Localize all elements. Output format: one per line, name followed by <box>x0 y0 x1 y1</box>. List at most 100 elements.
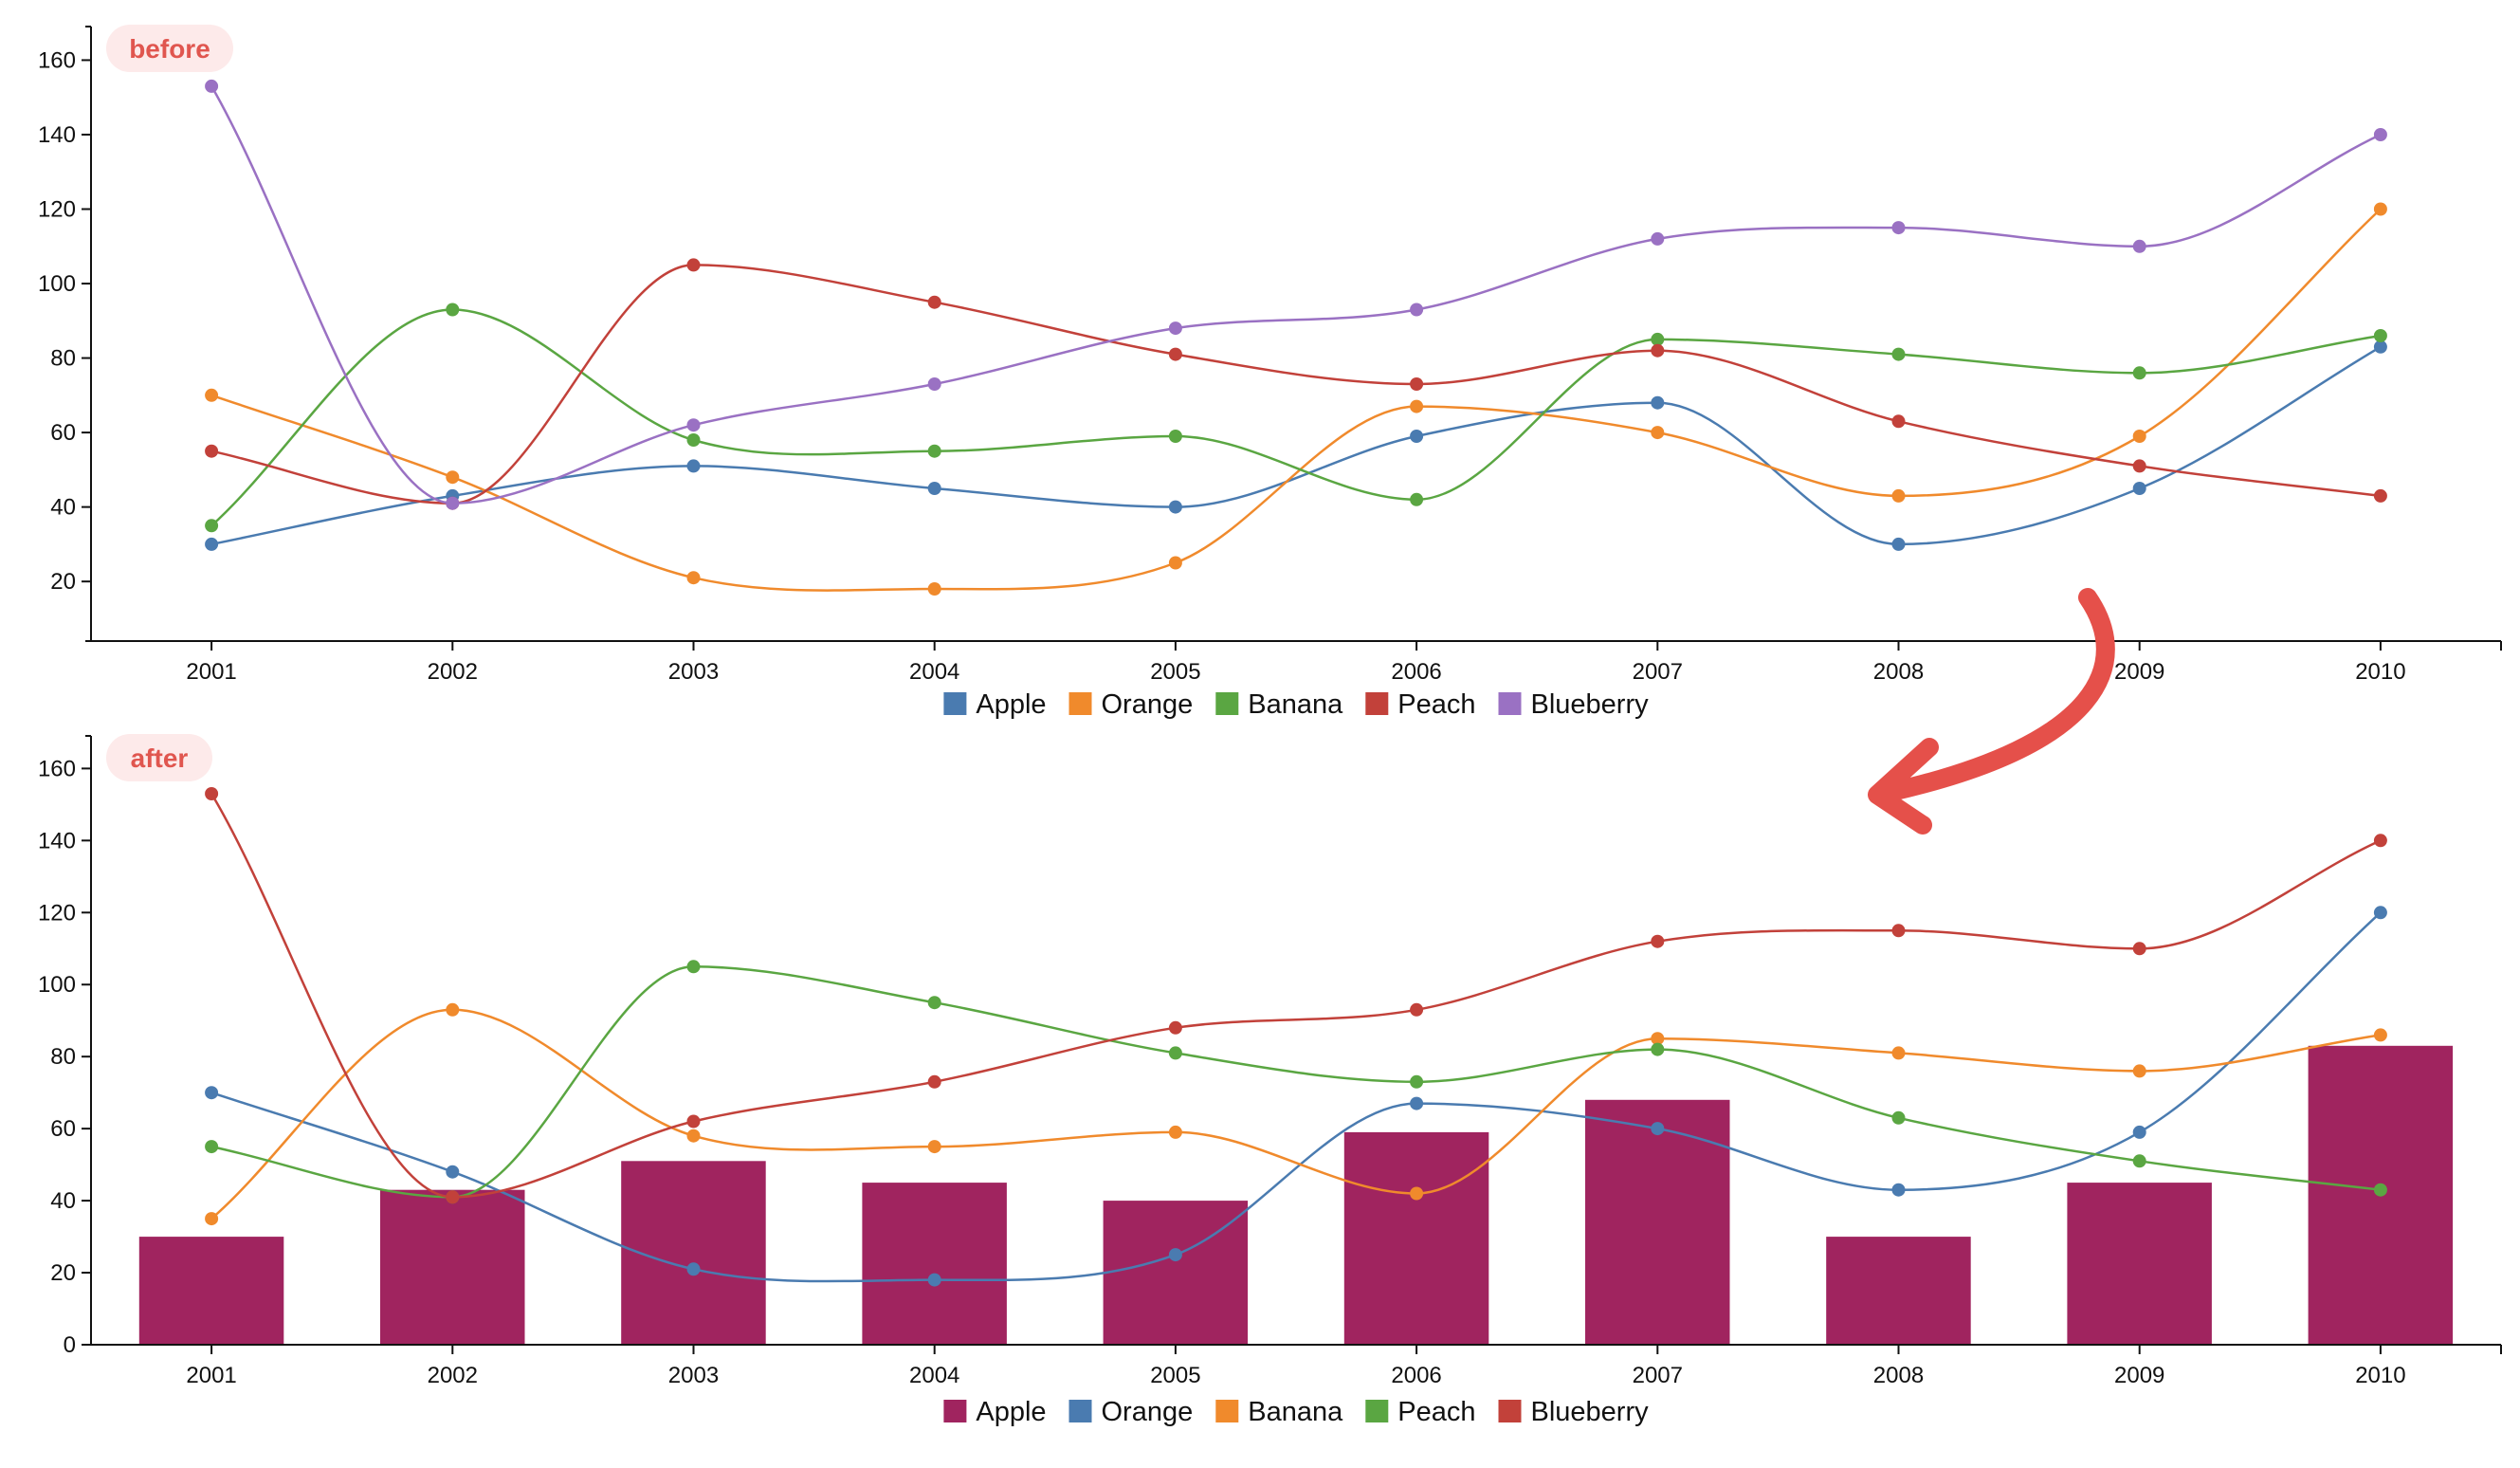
x-tick-label: 2005 <box>1150 659 1200 685</box>
legend-item-apple[interactable]: Apple <box>943 1397 1047 1427</box>
bar-apple-2002 <box>380 1189 525 1345</box>
legend-swatch <box>1068 1400 1092 1422</box>
point-apple-2010 <box>2373 339 2387 354</box>
bar-apple-2005 <box>1103 1201 1249 1345</box>
point-apple-2006 <box>1410 430 1424 443</box>
point-blueberry-2005 <box>1168 1020 1182 1035</box>
y-tick-label: 100 <box>38 972 76 998</box>
y-tick-label: 120 <box>38 196 76 222</box>
bar-apple-2008 <box>1826 1237 1971 1345</box>
point-blueberry-2009 <box>2132 942 2146 956</box>
point-peach-2005 <box>1168 347 1182 361</box>
series-orange <box>205 202 2387 596</box>
point-orange-2003 <box>686 1262 701 1276</box>
point-blueberry-2001 <box>205 79 219 93</box>
point-peach-2008 <box>1891 1110 1906 1125</box>
legend-swatch <box>1365 692 1389 715</box>
series-blueberry <box>205 79 2387 510</box>
x-tick-label: 2006 <box>1391 659 1441 685</box>
point-apple-2007 <box>1651 395 1665 410</box>
point-orange-2006 <box>1410 1096 1424 1110</box>
legend-swatch <box>1215 692 1239 715</box>
point-peach-2001 <box>205 444 219 458</box>
legend-item-blueberry[interactable]: Blueberry <box>1498 1397 1650 1427</box>
point-banana-2006 <box>1410 1186 1424 1201</box>
legend-label: Banana <box>1248 1397 1343 1427</box>
badge-background <box>106 734 212 781</box>
y-tick-label: 80 <box>50 1044 76 1070</box>
legend-label: Peach <box>1397 689 1475 720</box>
legend-swatch <box>1498 692 1522 715</box>
point-peach-2010 <box>2373 1183 2387 1197</box>
y-tick-label: 120 <box>38 900 76 926</box>
legend-item-banana[interactable]: Banana <box>1215 1397 1343 1427</box>
legend-swatch <box>1068 692 1092 715</box>
point-peach-2003 <box>686 960 701 974</box>
series-banana <box>205 1002 2387 1226</box>
x-tick-label: 2009 <box>2114 659 2164 685</box>
point-orange-2005 <box>1168 556 1182 570</box>
y-tick-label: 160 <box>38 756 76 781</box>
line-peach <box>210 965 2382 1199</box>
point-orange-2008 <box>1891 1183 1906 1197</box>
point-blueberry-2002 <box>446 496 460 510</box>
y-tick-label: 100 <box>38 271 76 297</box>
point-orange-2004 <box>927 582 941 596</box>
point-blueberry-2003 <box>686 1114 701 1129</box>
point-blueberry-2008 <box>1891 221 1906 235</box>
legend-label: Apple <box>976 689 1046 720</box>
x-tick-label: 2007 <box>1633 659 1683 685</box>
y-tick-label: 140 <box>38 122 76 148</box>
x-tick-label: 2006 <box>1391 1363 1441 1388</box>
point-banana-2002 <box>446 303 460 317</box>
legend-label: Apple <box>976 1397 1046 1427</box>
before-chart: before 20 40 60 80 100 120 140 160 2001 2002 2003 20… <box>38 25 2502 720</box>
x-tick-label: 2002 <box>428 1363 478 1388</box>
legend-swatch <box>943 1400 967 1422</box>
point-apple-2001 <box>205 537 219 551</box>
point-peach-2007 <box>1651 1042 1665 1056</box>
legend-item-apple[interactable]: Apple <box>943 689 1047 720</box>
badge-label: after <box>131 743 189 773</box>
legend-item-orange[interactable]: Orange <box>1068 1397 1194 1427</box>
point-peach-2004 <box>927 295 941 309</box>
x-tick-label: 2010 <box>2355 659 2405 685</box>
point-banana-2006 <box>1410 492 1424 506</box>
badge-label: before <box>129 34 210 64</box>
point-banana-2007 <box>1651 1032 1665 1046</box>
legend-label: Blueberry <box>1531 689 1650 720</box>
point-orange-2002 <box>446 470 460 485</box>
y-tick-label: 60 <box>50 420 76 446</box>
point-banana-2003 <box>686 433 701 447</box>
point-orange-2007 <box>1651 1122 1665 1136</box>
point-orange-2003 <box>686 571 701 585</box>
bar-apple-2003 <box>621 1161 766 1345</box>
point-orange-2006 <box>1410 399 1424 413</box>
line-apple <box>210 345 2382 546</box>
x-tick-label: 2003 <box>668 659 719 685</box>
legend-label: Orange <box>1102 1397 1194 1427</box>
point-banana-2005 <box>1168 430 1182 443</box>
chart-badge: after <box>106 734 212 781</box>
bar-apple-2009 <box>2067 1183 2212 1345</box>
x-tick-label: 2004 <box>909 659 959 685</box>
bar-apple-2001 <box>138 1237 284 1345</box>
legend-item-peach[interactable]: Peach <box>1365 689 1476 720</box>
x-tick-label: 2004 <box>909 1363 959 1388</box>
x-tick-label: 2008 <box>1873 1363 1924 1388</box>
legend-item-orange[interactable]: Orange <box>1068 689 1194 720</box>
point-blueberry-2008 <box>1891 924 1906 938</box>
legend-item-peach[interactable]: Peach <box>1365 1397 1476 1427</box>
after-chart: after 0 20 40 60 80 100 120 140 160 2001 2002 2003 20… <box>38 734 2502 1427</box>
y-tick-label: 140 <box>38 828 76 853</box>
y-tick-label: 20 <box>50 1260 76 1286</box>
point-apple-2005 <box>1168 500 1182 514</box>
point-blueberry-2006 <box>1410 303 1424 317</box>
point-orange-2009 <box>2132 1125 2146 1139</box>
point-banana-2007 <box>1651 332 1665 346</box>
point-banana-2008 <box>1891 347 1906 361</box>
legend-item-banana[interactable]: Banana <box>1215 689 1343 720</box>
legend-item-blueberry[interactable]: Blueberry <box>1498 689 1650 720</box>
line-blueberry <box>210 793 2382 1199</box>
point-blueberry-2010 <box>2373 128 2387 141</box>
